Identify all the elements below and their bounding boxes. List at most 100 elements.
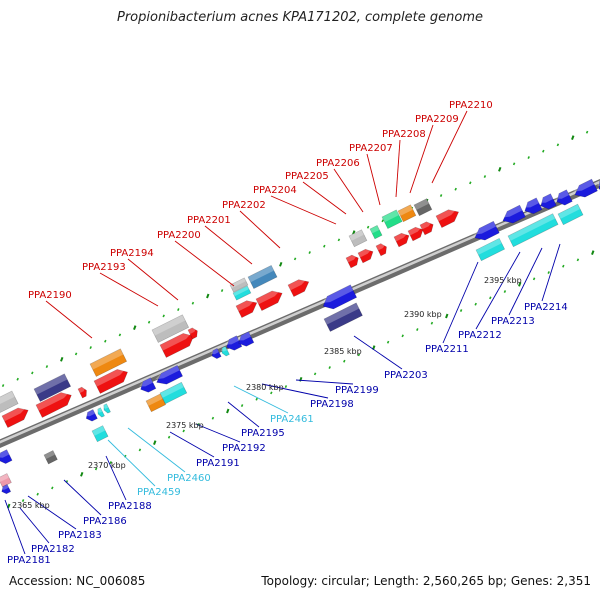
bottom-label-leader	[169, 431, 215, 458]
top-gene-label: PPA2209	[415, 114, 459, 125]
bottom-gene-label: PPA2195	[241, 428, 285, 439]
bottom-gene-label: PPA2211	[425, 344, 469, 355]
gene-feature-37-shine	[146, 393, 163, 406]
tick-row-upper	[279, 261, 283, 267]
top-gene-label: PPA2208	[382, 129, 426, 140]
tick-row-upper	[585, 130, 589, 134]
gene-feature-4	[77, 386, 87, 399]
gene-feature-16-shine	[349, 229, 364, 241]
tick-row-upper	[191, 301, 195, 305]
gene-feature-44	[321, 284, 358, 310]
gene-feature-29-shine	[0, 473, 9, 483]
gene-feature-19	[369, 225, 383, 240]
gene-feature-15	[287, 278, 310, 298]
gene-feature-49-shine	[508, 213, 556, 241]
tick-row-upper	[118, 333, 122, 337]
tick-row-lower	[328, 366, 331, 369]
tick-labels: 2365 kbp 2370 kbp 2375 kbp 2380 kbp 2385 kbp…	[12, 276, 522, 510]
gene-feature-5-shine	[90, 348, 124, 370]
gene-feature-48-body	[502, 204, 526, 224]
gene-feature-30-body	[1, 484, 12, 495]
tick-row-lower	[357, 353, 361, 357]
top-label-leader	[127, 258, 179, 301]
gene-feature-46	[473, 220, 500, 241]
tick-row-lower	[21, 499, 25, 502]
tick-row-lower	[532, 277, 536, 281]
tick-row-lower	[562, 264, 565, 268]
gene-feature-26-body	[419, 221, 434, 236]
gene-feature-39-body	[159, 381, 188, 405]
tick-row-upper	[337, 238, 341, 242]
tick-row-upper	[177, 308, 180, 311]
tick-row-lower	[489, 296, 492, 300]
rna-gene-label: PPA2460	[167, 473, 211, 484]
gene-feature-20-body	[375, 243, 387, 257]
gene-feature-21	[381, 209, 403, 230]
gene-feature-1-body	[1, 407, 29, 429]
top-gene-label: PPA2207	[349, 143, 393, 154]
gene-feature-1-shine	[2, 407, 27, 422]
gene-feature-23-shine	[398, 204, 413, 216]
gene-feature-24-body	[407, 226, 424, 242]
bottom-label-leader	[541, 243, 561, 302]
tick-row-lower	[591, 250, 595, 255]
gene-feature-13-shine	[236, 299, 256, 312]
gene-feature-1	[1, 407, 29, 429]
tick-row-upper	[1, 384, 5, 387]
bottom-gene-label: PPA2191	[196, 458, 240, 469]
tick-row-upper	[498, 166, 502, 172]
gene-feature-5-body	[89, 348, 128, 377]
gene-feature-54-body	[574, 178, 598, 198]
tick-row-lower	[270, 391, 273, 395]
top-gene-label: PPA2193	[82, 262, 126, 273]
tick-row-upper	[206, 293, 210, 299]
tick-row-lower	[211, 416, 215, 420]
gene-feature-9	[187, 327, 198, 340]
tick-row-lower	[401, 334, 404, 338]
gene-feature-18-shine	[358, 248, 372, 258]
top-gene-label: PPA2205	[285, 171, 329, 182]
tick-row-lower	[459, 309, 463, 312]
gene-feature-23-body	[397, 204, 417, 223]
tick-row-upper	[16, 377, 19, 381]
gene-feature-34-body	[97, 407, 105, 418]
tick-row-upper	[147, 320, 151, 324]
gene-feature-4-shine	[78, 387, 86, 394]
gene-feature-2-body	[33, 373, 72, 402]
gene-feature-41	[220, 345, 230, 357]
gene-feature-7-body	[151, 314, 190, 343]
gene-feature-34	[96, 407, 105, 418]
gene-feature-45-shine	[324, 302, 360, 325]
gene-feature-51-body	[540, 193, 557, 210]
tick-label: 2370 kbp	[88, 461, 126, 470]
gene-feature-38	[155, 364, 184, 385]
gene-feature-35	[102, 403, 111, 414]
gene-feature-15-shine	[288, 278, 308, 291]
gene-feature-32-body	[85, 409, 98, 422]
gene-feature-35-body	[103, 403, 111, 414]
gene-feature-4-body	[77, 386, 87, 399]
bottom-label-leader	[442, 261, 479, 344]
gene-feature-13-body	[235, 300, 258, 319]
gene-feature-8	[159, 332, 194, 358]
gene-feature-6-shine	[94, 368, 126, 387]
gene-feature-55-body	[598, 178, 600, 194]
tick-row-lower	[94, 467, 98, 471]
gene-features	[0, 178, 600, 495]
gene-feature-21-body	[381, 209, 403, 230]
tick-row-upper	[162, 314, 165, 318]
tick-row-lower	[226, 408, 230, 414]
bottom-label-leader	[19, 507, 50, 544]
gene-feature-42-shine	[225, 335, 239, 345]
gene-feature-37-body	[145, 393, 167, 413]
gene-feature-14	[255, 290, 283, 312]
gene-feature-52-body	[556, 189, 573, 206]
gene-feature-54-shine	[573, 179, 595, 192]
bottom-label-leader	[508, 247, 543, 316]
gene-feature-50-body	[524, 197, 543, 215]
gene-feature-26	[419, 221, 434, 236]
bottom-gene-label: PPA2212	[458, 330, 502, 341]
gene-feature-38-shine	[155, 365, 180, 380]
gene-feature-12	[247, 264, 278, 290]
gene-feature-25	[413, 198, 433, 217]
